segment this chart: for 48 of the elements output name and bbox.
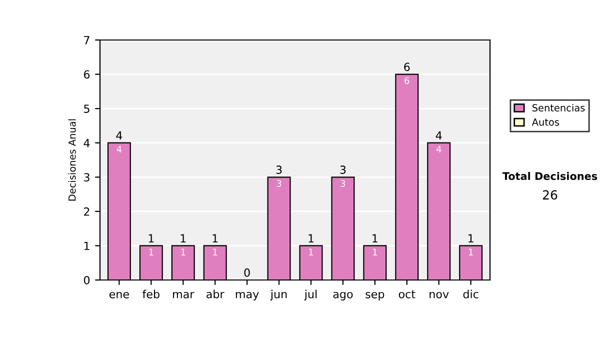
data-label: 1	[181, 248, 186, 256]
x-tick-label: jul	[304, 290, 317, 300]
total-label: 3	[340, 166, 346, 174]
data-label: 3	[340, 180, 346, 187]
y-tick-label: 5	[84, 104, 90, 113]
data-label: 1	[373, 248, 377, 256]
total-label: 1	[212, 234, 218, 242]
total-label: 1	[148, 234, 154, 242]
y-tick-label: 1	[84, 242, 90, 250]
legend-label: Autos	[532, 118, 560, 126]
data-label: 4	[436, 146, 442, 152]
total-label: 4	[116, 131, 122, 140]
total-label: 1	[308, 234, 314, 242]
x-tick-label: jun	[270, 290, 287, 300]
total-label: 4	[436, 131, 442, 140]
y-tick-label: 7	[84, 36, 90, 44]
x-tick-label: abr	[206, 290, 224, 298]
x-tick-label: oct	[398, 290, 416, 298]
x-tick-label: dic	[463, 290, 478, 298]
data-label: 1	[468, 248, 473, 256]
total-label: 1	[180, 234, 186, 242]
total-label: 1	[372, 234, 378, 242]
data-label: 1	[309, 248, 314, 256]
x-tick-label: feb	[142, 290, 160, 298]
data-label: 1	[213, 248, 218, 256]
total-label: 6	[404, 62, 410, 72]
data-label: 1	[149, 248, 154, 256]
y-tick-label: 0	[84, 276, 90, 284]
legend-label: Sentencias	[532, 104, 585, 112]
y-axis-title: Decisiones Anual	[68, 119, 76, 201]
x-tick-label: may	[236, 292, 259, 300]
y-tick-label: 6	[84, 70, 90, 79]
total-label: 1	[468, 234, 474, 242]
x-tick-label: mar	[173, 292, 194, 298]
total-label: 3	[276, 166, 282, 174]
total-label: 0	[244, 268, 250, 277]
x-tick-label: sep	[366, 292, 384, 300]
data-label: 6	[404, 77, 410, 84]
y-tick-label: 3	[84, 173, 90, 182]
text: Total Decisiones	[502, 172, 598, 180]
text: 26	[542, 190, 558, 200]
x-tick-label: ene	[109, 292, 129, 298]
x-tick-label: nov	[430, 292, 449, 298]
data-label: 3	[276, 180, 282, 187]
x-tick-label: ago	[333, 292, 353, 300]
data-label: 4	[116, 146, 122, 152]
y-tick-label: 4	[84, 138, 90, 148]
y-tick-label: 2	[84, 207, 90, 216]
